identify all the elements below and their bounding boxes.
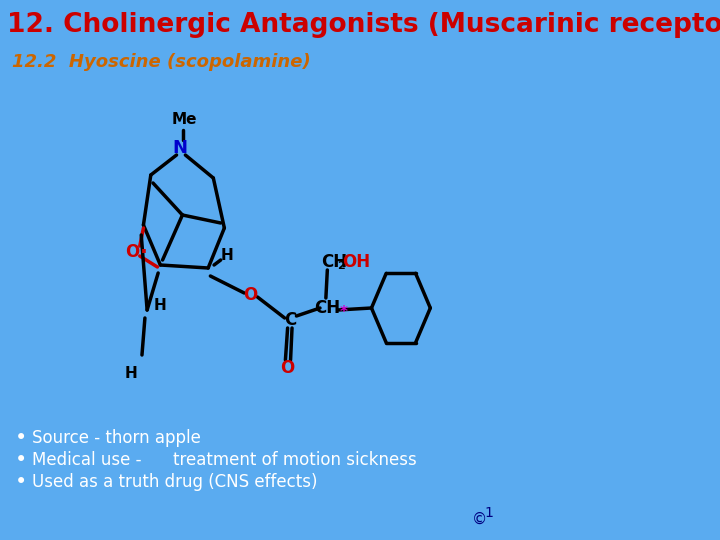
Text: 2: 2 [337, 261, 345, 271]
Text: Medical use -      treatment of motion sickness: Medical use - treatment of motion sickne… [32, 451, 417, 469]
Text: H: H [125, 366, 138, 381]
Text: O: O [243, 286, 257, 304]
Text: 12. Cholinergic Antagonists (Muscarinic receptor): 12. Cholinergic Antagonists (Muscarinic … [7, 12, 720, 38]
Text: *: * [340, 305, 348, 320]
Text: ·: · [140, 242, 148, 262]
Text: C: C [284, 311, 297, 329]
Text: •: • [14, 428, 27, 448]
Text: •: • [14, 450, 27, 470]
Text: ©: © [472, 511, 487, 526]
Text: •: • [14, 472, 27, 492]
Text: N: N [173, 139, 188, 157]
Text: CH: CH [314, 299, 341, 317]
Text: OH: OH [342, 253, 370, 271]
Text: H: H [220, 248, 233, 264]
Text: 1: 1 [484, 506, 493, 520]
Text: H: H [154, 298, 167, 313]
Text: Source - thorn apple: Source - thorn apple [32, 429, 202, 447]
Text: CH: CH [321, 253, 348, 271]
Text: O: O [280, 359, 294, 377]
Text: Me: Me [171, 112, 197, 127]
Text: 12.2  Hyoscine (scopolamine): 12.2 Hyoscine (scopolamine) [12, 53, 310, 71]
Text: Used as a truth drug (CNS effects): Used as a truth drug (CNS effects) [32, 473, 318, 491]
Text: O: O [125, 243, 140, 261]
